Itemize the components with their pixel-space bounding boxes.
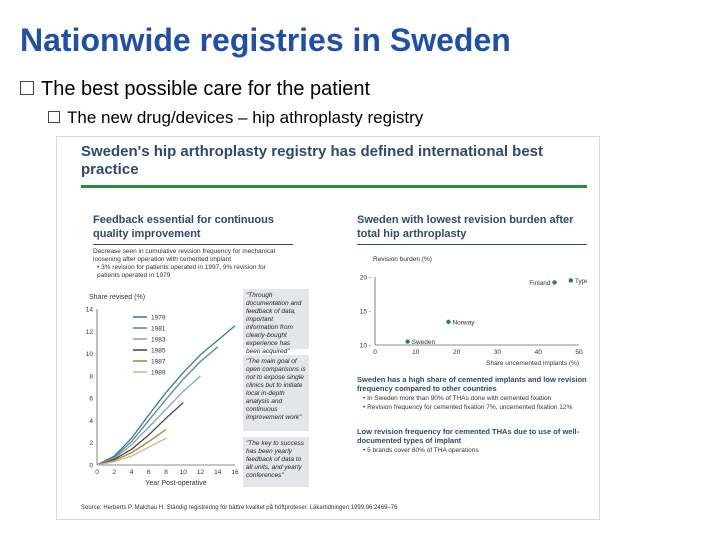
point-label: Sweden xyxy=(412,339,436,346)
series-line-1979 xyxy=(96,325,236,466)
quote-box-2: "The main goal of open comparisons is no… xyxy=(243,355,309,431)
legend-label: 1983 xyxy=(151,337,166,344)
scatter-point-finland xyxy=(552,280,557,285)
x-tick-label: 20 xyxy=(453,349,461,356)
series-line-1987 xyxy=(96,428,167,466)
right-section-heading: Sweden with lowest revision burden after… xyxy=(357,214,574,240)
x-tick-label: 16 xyxy=(231,469,239,476)
point-label: Type xyxy=(575,278,587,285)
y-tick-label: 20 - xyxy=(360,275,371,282)
legend-label: 1985 xyxy=(151,348,166,355)
x-tick-label: 4 xyxy=(130,469,134,476)
registry-figure: Sweden's hip arthroplasty registry has d… xyxy=(56,136,600,520)
y-tick-label: 12 xyxy=(86,329,94,336)
y-tick-label: 14 xyxy=(86,307,94,314)
x-tick-label: 30 xyxy=(494,349,502,356)
y-tick-label: 6 xyxy=(89,396,93,403)
x-tick-label: 0 xyxy=(373,349,377,356)
x-tick-label: 10 xyxy=(412,349,420,356)
bullet-2-text: The new drug/devices – hip athroplasty r… xyxy=(67,108,424,127)
y-tick-label: 8 xyxy=(89,373,93,380)
x-tick-label: 10 xyxy=(180,469,188,476)
y-tick-label: 0 xyxy=(89,463,93,470)
x-tick-label: 2 xyxy=(112,469,116,476)
scatter-point-type xyxy=(568,278,574,283)
revision-burden-scatter: Revision burden (%) 10 - 15 - 20 - 0 10 20 30 40… xyxy=(360,256,587,367)
series-line-1985 xyxy=(96,402,184,466)
right-bullet-1a: • In Sweden more than 90% of THAs done w… xyxy=(363,395,552,402)
left-note-1: Decrease seen in cumulative revision fre… xyxy=(93,248,276,263)
figure-title-rule xyxy=(81,185,587,188)
left-note-2: • 3% revision for patients operated in 1… xyxy=(97,264,266,279)
legend-label: 1989 xyxy=(151,370,166,377)
checkbox-bullet-icon xyxy=(20,80,34,95)
figure-title: Sweden's hip arthroplasty registry has d… xyxy=(81,143,544,178)
point-label: Finland xyxy=(529,280,551,287)
x-tick-label: 12 xyxy=(197,469,205,476)
left-section-rule xyxy=(93,244,293,245)
quote-box-3: "The key to success has been yearly feed… xyxy=(243,437,309,487)
right-bullet-1b: • Revision frequency for cemented fixati… xyxy=(363,404,573,411)
y-tick-label: 10 - xyxy=(360,343,371,350)
y-tick-label: 15 - xyxy=(360,309,371,316)
y-axis-label: Revision burden (%) xyxy=(373,256,432,263)
x-tick-label: 14 xyxy=(214,469,222,476)
quote-box-1: "Through documentation and feedback of d… xyxy=(243,289,309,355)
left-section-heading: Feedback essential for continuous qualit… xyxy=(93,214,274,240)
series-line-1989 xyxy=(96,437,167,466)
revision-line-chart: Share revised (%) 0 2 4 6 8 10 12 14 0 2 4 6 8 10 12 14 1… xyxy=(86,294,239,487)
scatter-point-norway xyxy=(446,319,451,325)
bullet-level-2: The new drug/devices – hip athroplasty r… xyxy=(48,108,423,128)
x-axis-label: Share uncemented implants (%) xyxy=(486,360,579,367)
right-text-2: Low revision frequency for cemented THAs… xyxy=(357,427,580,445)
legend-label: 1979 xyxy=(151,315,166,322)
figure-source: Source: Herberts P, Malchau H. Ständig r… xyxy=(81,505,398,511)
x-tick-label: 0 xyxy=(95,469,99,476)
y-tick-label: 10 xyxy=(86,351,94,358)
right-bullet-2a: • 5 brands cover 80% of THA operations xyxy=(363,447,479,454)
bullet-level-1: The best possible care for the patient xyxy=(20,78,370,101)
x-tick-label: 50 xyxy=(575,349,583,356)
series-line-1983 xyxy=(96,375,201,466)
y-tick-label: 2 xyxy=(89,440,93,447)
x-tick-label: 8 xyxy=(164,469,168,476)
bullet-1-text: The best possible care for the patient xyxy=(41,78,371,100)
legend-label: 1987 xyxy=(151,359,166,366)
legend-label: 1981 xyxy=(151,326,166,333)
x-tick-label: 40 xyxy=(535,349,543,356)
y-axis-label: Share revised (%) xyxy=(89,294,145,301)
x-axis-label: Year Post-operative xyxy=(145,480,206,487)
slide-title: Nationwide registries in Sweden xyxy=(20,22,511,58)
right-section-rule xyxy=(357,244,587,245)
right-text-1: Sweden has a high share of cemented impl… xyxy=(357,375,587,393)
y-tick-label: 4 xyxy=(89,418,93,425)
scatter-point-sweden xyxy=(405,339,410,344)
point-label: Norway xyxy=(452,319,475,326)
checkbox-bullet-icon xyxy=(48,110,60,123)
series-line-1981 xyxy=(96,346,219,466)
x-tick-label: 6 xyxy=(147,469,151,476)
